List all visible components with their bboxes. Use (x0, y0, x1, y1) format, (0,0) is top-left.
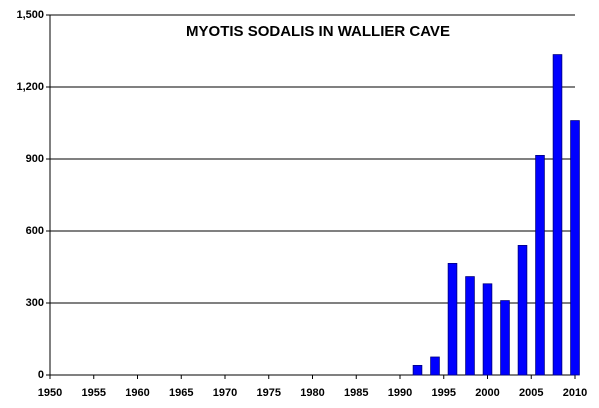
x-tick-label: 1990 (388, 387, 412, 399)
bar (570, 120, 580, 376)
x-tick-label: 1960 (125, 387, 149, 399)
bar (465, 276, 475, 376)
y-tick-label: 300 (26, 297, 44, 309)
bar (552, 54, 563, 376)
x-tick-label: 1995 (432, 387, 456, 399)
x-tick-label: 1975 (257, 387, 281, 399)
x-tick-label: 1955 (82, 387, 106, 399)
y-tick-label: 600 (26, 225, 44, 237)
x-tick-label: 1970 (213, 387, 237, 399)
bar (482, 283, 493, 376)
x-tick-label: 1980 (300, 387, 324, 399)
x-tick-label: 2005 (519, 387, 543, 399)
y-tick-label: 900 (26, 153, 44, 165)
bar (412, 364, 423, 376)
x-tick-label: 2010 (563, 387, 587, 399)
x-tick-label: 2000 (475, 387, 499, 399)
bar (535, 154, 545, 376)
x-tick-label: 1950 (38, 387, 62, 399)
x-tick-label: 1965 (169, 387, 193, 399)
y-tick-label: 0 (38, 369, 44, 381)
x-tick-label: 1985 (344, 387, 368, 399)
bar (447, 262, 458, 376)
y-tick-label: 1,500 (16, 9, 44, 21)
bar (430, 356, 440, 376)
bar (500, 300, 510, 376)
chart-title: MYOTIS SODALIS IN WALLIER CAVE (186, 23, 450, 40)
y-tick-label: 1,200 (16, 81, 44, 93)
bar (517, 244, 528, 376)
